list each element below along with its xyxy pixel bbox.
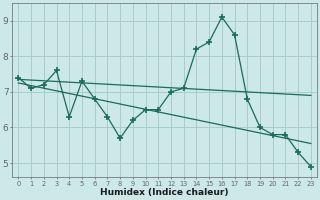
X-axis label: Humidex (Indice chaleur): Humidex (Indice chaleur) bbox=[100, 188, 229, 197]
